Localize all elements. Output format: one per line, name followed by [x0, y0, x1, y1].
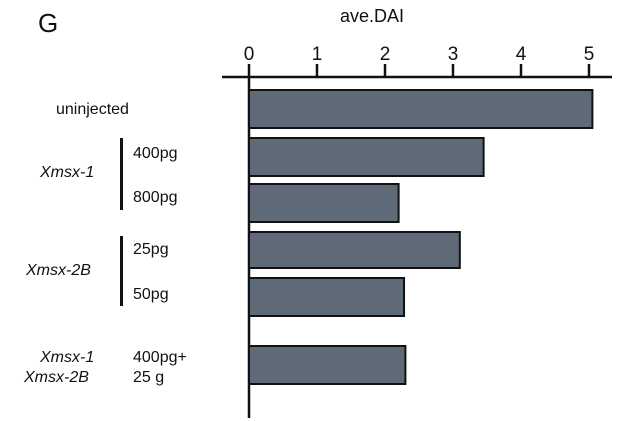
group-label-xmsx1: Xmsx-1: [40, 164, 95, 181]
chart-title: ave.DAI: [340, 6, 405, 26]
dose-label-400pg: 400pg: [133, 145, 178, 162]
combo-dose-label-2: 25 g: [133, 369, 165, 386]
bar-50pg: [248, 277, 406, 317]
combo-group-label-xmsx2b: Xmsx-2B: [24, 369, 89, 386]
bar-uninjected: [248, 89, 594, 129]
x-tick-label: 5: [584, 44, 595, 65]
dose-label-50pg: 50pg: [133, 286, 169, 303]
chart-bars: [248, 89, 594, 385]
bracket-xmsx1: [120, 138, 123, 210]
bar-800pg: [248, 183, 400, 223]
x-tick-label: 4: [516, 44, 527, 65]
panel-label: G: [38, 8, 59, 38]
row-label-uninjected: uninjected: [56, 101, 129, 118]
combo-group-label-xmsx1: Xmsx-1: [40, 349, 95, 366]
x-tick-label: 3: [448, 44, 459, 65]
group-label-xmsx2b: Xmsx-2B: [26, 262, 91, 279]
combo-dose-label-1: 400pg+: [133, 349, 187, 366]
bracket-xmsx2b: [120, 236, 123, 306]
dose-label-800pg: 800pg: [133, 189, 178, 206]
x-tick-label: 2: [380, 44, 391, 65]
dose-label-25pg: 25pg: [133, 241, 169, 258]
bar-25pg: [248, 231, 461, 269]
x-tick-label: 1: [312, 44, 323, 65]
bar-400pg: [248, 137, 485, 177]
bar-400pg-: [248, 345, 407, 385]
x-tick-label: 0: [244, 44, 255, 65]
